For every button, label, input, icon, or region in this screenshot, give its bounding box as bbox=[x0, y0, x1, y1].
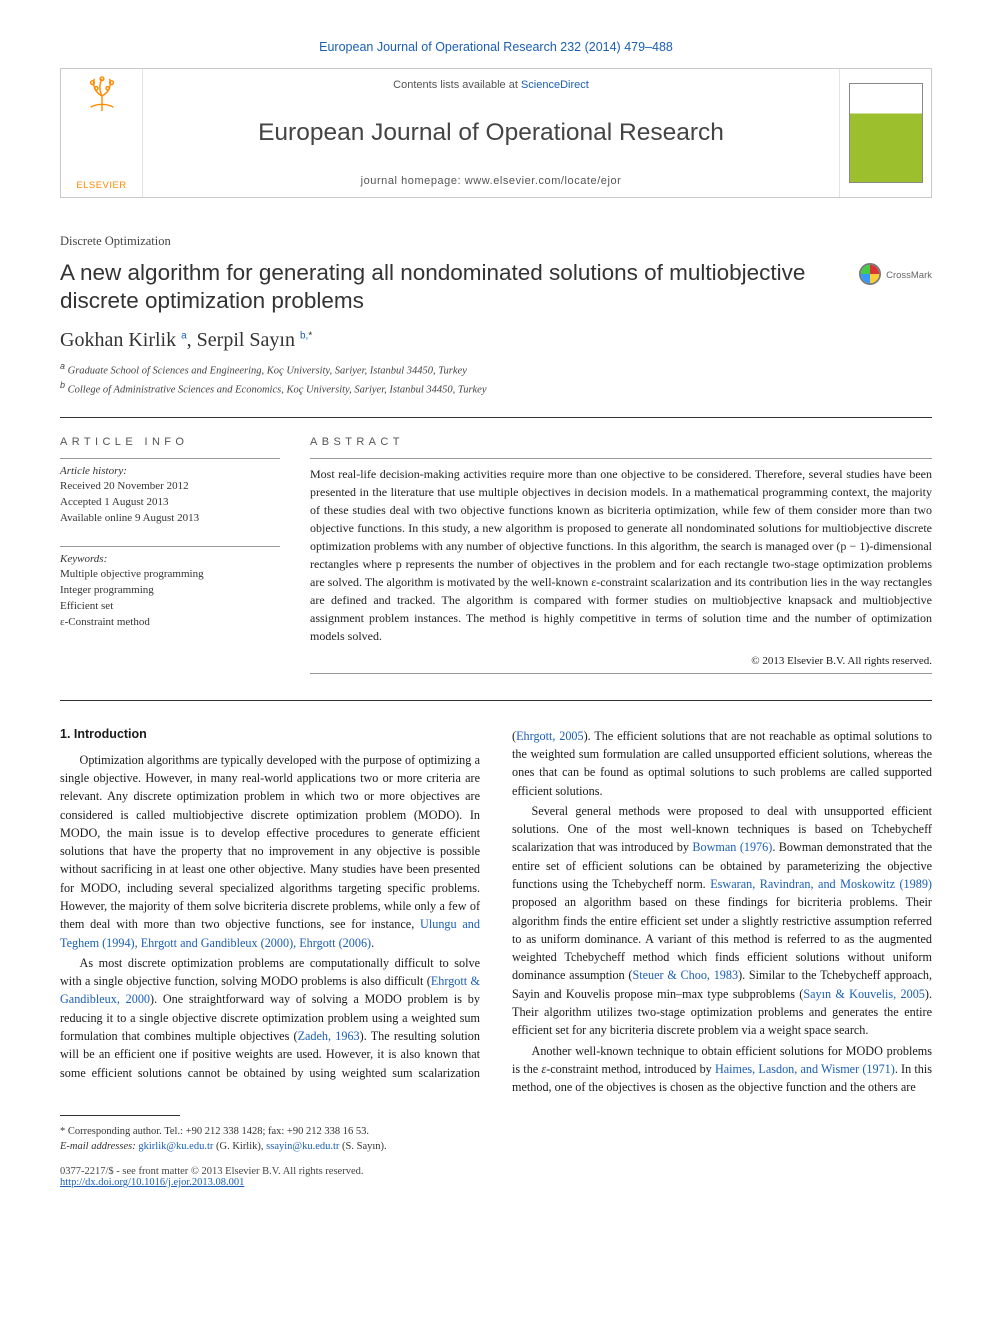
page-footer: 0377-2217/$ - see front matter © 2013 El… bbox=[60, 1166, 932, 1188]
publisher-name: ELSEVIER bbox=[76, 180, 126, 191]
elsevier-tree-icon bbox=[83, 75, 121, 116]
cite-sayin-kouvelis[interactable]: Sayın & Kouvelis, 2005 bbox=[803, 987, 925, 1001]
rule-above-abstract bbox=[60, 417, 932, 418]
issn-line: 0377-2217/$ - see front matter © 2013 El… bbox=[60, 1166, 363, 1177]
corresponding-star-icon: * bbox=[308, 331, 312, 342]
contents-available-line: Contents lists available at ScienceDirec… bbox=[155, 79, 827, 91]
body-two-column: 1. Introduction Optimization algorithms … bbox=[60, 727, 932, 1097]
email-1-who: (G. Kirlik), bbox=[213, 1141, 266, 1152]
section-1-heading: 1. Introduction bbox=[60, 727, 480, 741]
keyword-4: ε-Constraint method bbox=[60, 615, 280, 631]
cite-zadeh[interactable]: Zadeh, 1963 bbox=[298, 1029, 360, 1043]
history-accepted: Accepted 1 August 2013 bbox=[60, 495, 280, 511]
p1-tail: . bbox=[371, 936, 374, 950]
abstract-copyright: © 2013 Elsevier B.V. All rights reserved… bbox=[310, 655, 932, 667]
rule-above-body bbox=[60, 700, 932, 701]
affiliation-b-text: College of Administrative Sciences and E… bbox=[68, 385, 487, 396]
footnote-rule bbox=[60, 1115, 180, 1116]
affiliation-a-text: Graduate School of Sciences and Engineer… bbox=[68, 366, 467, 377]
cite-ehrgott-2005[interactable]: Ehrgott, 2005 bbox=[516, 729, 584, 743]
history-received: Received 20 November 2012 bbox=[60, 479, 280, 495]
crossmark-label: CrossMark bbox=[886, 270, 932, 281]
keyword-3: Efficient set bbox=[60, 599, 280, 615]
author-1-affil-sup: a bbox=[181, 331, 187, 342]
email-2-link[interactable]: ssayin@ku.edu.tr bbox=[266, 1141, 339, 1152]
doi-link[interactable]: http://dx.doi.org/10.1016/j.ejor.2013.08… bbox=[60, 1177, 244, 1188]
cite-steuer-choo[interactable]: Steuer & Choo, 1983 bbox=[632, 968, 738, 982]
authors-line: Gokhan Kirlik a, Serpil Sayın b,* bbox=[60, 329, 932, 352]
journal-homepage-line: journal homepage: www.elsevier.com/locat… bbox=[155, 175, 827, 187]
p4-text-b: -constraint method, introduced by bbox=[546, 1062, 715, 1076]
email-footnote: E-mail addresses: gkirlik@ku.edu.tr (G. … bbox=[60, 1139, 479, 1154]
journal-cover-thumbnail bbox=[849, 83, 923, 183]
affiliations: a Graduate School of Sciences and Engine… bbox=[60, 360, 932, 398]
journal-homepage: www.elsevier.com/locate/ejor bbox=[465, 175, 622, 187]
body-para-1: Optimization algorithms are typically de… bbox=[60, 751, 480, 952]
homepage-prefix: journal homepage: bbox=[361, 175, 465, 187]
abstract-rule bbox=[310, 458, 932, 459]
left-column-footer-only: * Corresponding author. Tel.: +90 212 33… bbox=[60, 1115, 479, 1154]
body-para-4: Another well-known technique to obtain e… bbox=[512, 1042, 932, 1097]
journal-title: European Journal of Operational Research bbox=[155, 119, 827, 147]
article-title: A new algorithm for generating all nondo… bbox=[60, 259, 841, 315]
corresponding-author-footnote: * Corresponding author. Tel.: +90 212 33… bbox=[60, 1124, 479, 1139]
sciencedirect-link[interactable]: ScienceDirect bbox=[521, 79, 589, 91]
cite-eswaran[interactable]: Eswaran, Ravindran, and Moskowitz (1989) bbox=[710, 877, 932, 891]
contents-prefix: Contents lists available at bbox=[393, 79, 521, 91]
cite-bowman[interactable]: Bowman (1976) bbox=[692, 840, 772, 854]
abstract-bottom-rule bbox=[310, 673, 932, 674]
crossmark-icon bbox=[859, 263, 881, 288]
p1-text: Optimization algorithms are typically de… bbox=[60, 753, 480, 932]
affiliation-b: b College of Administrative Sciences and… bbox=[60, 379, 932, 398]
publisher-box: ELSEVIER bbox=[61, 69, 143, 197]
abstract-column: ABSTRACT Most real-life decision-making … bbox=[310, 436, 932, 680]
p2-text-a: As most discrete optimization problems a… bbox=[60, 956, 480, 988]
journal-masthead: ELSEVIER Contents lists available at Sci… bbox=[60, 68, 932, 198]
email-1-link[interactable]: gkirlik@ku.edu.tr bbox=[138, 1141, 213, 1152]
info-rule bbox=[60, 458, 280, 459]
author-2: Serpil Sayın bbox=[197, 329, 295, 351]
keywords-label: Keywords: bbox=[60, 553, 280, 565]
keyword-1: Multiple objective programming bbox=[60, 567, 280, 583]
article-type: Discrete Optimization bbox=[60, 234, 932, 249]
article-info-heading: ARTICLE INFO bbox=[60, 436, 280, 448]
history-online: Available online 9 August 2013 bbox=[60, 511, 280, 527]
abstract-heading: ABSTRACT bbox=[310, 436, 932, 448]
running-head: European Journal of Operational Research… bbox=[60, 40, 932, 54]
body-para-3: Several general methods were proposed to… bbox=[512, 802, 932, 1040]
article-info-column: ARTICLE INFO Article history: Received 2… bbox=[60, 436, 280, 680]
history-label: Article history: bbox=[60, 465, 280, 477]
affiliation-a: a Graduate School of Sciences and Engine… bbox=[60, 360, 932, 379]
email-label: E-mail addresses: bbox=[60, 1141, 136, 1152]
email-2-who: (S. Sayın). bbox=[339, 1141, 386, 1152]
journal-cover-box bbox=[839, 69, 931, 197]
cite-haimes[interactable]: Haimes, Lasdon, and Wismer (1971) bbox=[715, 1062, 895, 1076]
keyword-2: Integer programming bbox=[60, 583, 280, 599]
keywords-rule bbox=[60, 546, 280, 547]
abstract-text: Most real-life decision-making activitie… bbox=[310, 465, 932, 645]
crossmark-badge[interactable]: CrossMark bbox=[859, 263, 932, 288]
author-1: Gokhan Kirlik bbox=[60, 329, 176, 351]
